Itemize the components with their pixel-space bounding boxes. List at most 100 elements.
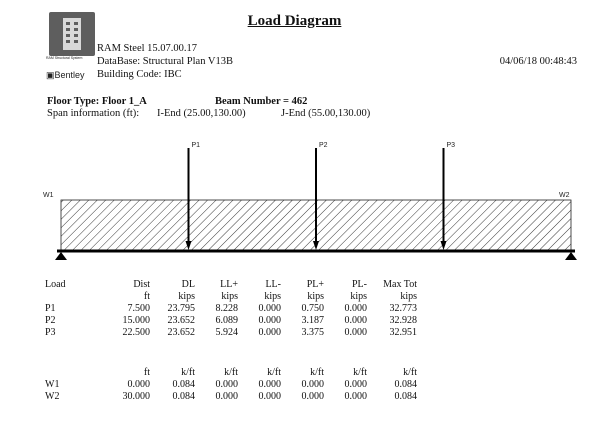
table-cell: 0.000 [344, 315, 368, 326]
table-cell: 0.000 [344, 379, 368, 390]
table-cell: 0.750 [301, 303, 325, 314]
ram-logo [49, 12, 95, 56]
table-cell: PL- [352, 279, 367, 290]
table-units-row: ft kips kips kips kips kips kips [45, 291, 417, 303]
table-cell: Dist [133, 279, 150, 290]
table-cell: 32.951 [389, 327, 418, 338]
span-info-label: Span information (ft): [47, 108, 140, 119]
table-cell: 23.652 [167, 315, 196, 326]
distributed-load-label: W1 [43, 192, 54, 199]
table-cell: 15.000 [122, 315, 151, 326]
i-end: I-End (25.00,130.00) [157, 108, 246, 119]
table-cell: k/ft [403, 367, 417, 378]
point-load-arrowhead-p3 [440, 241, 447, 250]
point-load-label: P2 [319, 142, 328, 149]
table-cell: P3 [45, 327, 56, 338]
table-cell: 7.500 [127, 303, 151, 314]
table-cell: 6.089 [215, 315, 239, 326]
floor-type: Floor Type: Floor 1_A [47, 96, 147, 107]
table-cell: PL+ [306, 279, 324, 290]
table-cell: 0.000 [344, 303, 368, 314]
building-code: Building Code: IBC [97, 69, 182, 80]
point-load-label: P3 [447, 142, 456, 149]
table-cell: k/ft [353, 367, 367, 378]
table-cell: 0.000 [344, 391, 368, 402]
table-cell: 0.000 [301, 379, 325, 390]
table-cell: k/ft [267, 367, 281, 378]
table-cell: LL- [265, 279, 281, 290]
table-cell: kips [264, 291, 281, 302]
table-cell: Load [45, 279, 66, 290]
table-cell: 0.000 [127, 379, 151, 390]
table-cell: Max Tot [383, 279, 417, 290]
table-cell: W1 [45, 379, 60, 390]
table-cell: 0.000 [215, 379, 239, 390]
table-cell: 3.187 [301, 315, 325, 326]
table-cell [45, 291, 103, 303]
table-cell: 0.084 [394, 379, 418, 390]
table-cell: 23.795 [167, 303, 196, 314]
table-cell: 30.000 [122, 391, 151, 402]
table-cell: ft [143, 291, 150, 302]
table-cell: 0.084 [394, 391, 418, 402]
timestamp: 04/06/18 00:48:43 [499, 56, 577, 67]
point-load-table: Load Dist DL LL+ LL- PL+ PL- Max Tot ft kips kips k… [45, 279, 417, 339]
point-load-arrowhead-p2 [313, 241, 319, 250]
table-row: P1 7.500 23.795 8.228 0.000 0.750 0.000 32.773 [45, 303, 417, 315]
table-cell: 5.924 [215, 327, 239, 338]
table-cell: kips [400, 291, 417, 302]
table-cell: 0.000 [215, 391, 239, 402]
table-cell: P2 [45, 315, 56, 326]
point-load-label: P1 [192, 142, 201, 149]
table-cell: 0.000 [258, 315, 282, 326]
page-title: Load Diagram [247, 13, 342, 29]
table-cell: 8.228 [215, 303, 239, 314]
table-cell: 0.084 [172, 379, 196, 390]
table-cell: kips [178, 291, 195, 302]
table-cell: DL [181, 279, 195, 290]
table-cell: W2 [45, 391, 60, 402]
table-units-row: ft k/ft k/ft k/ft k/ft k/ft k/ft [45, 367, 417, 379]
table-cell: k/ft [310, 367, 324, 378]
distributed-load-label: W2 [559, 192, 570, 199]
table-cell: 0.000 [258, 391, 282, 402]
table-cell: k/ft [224, 367, 238, 378]
table-row: P2 15.000 23.652 6.089 0.000 3.187 0.000 32.928 [45, 315, 417, 327]
table-cell: 3.375 [301, 327, 325, 338]
table-cell: ft [143, 367, 150, 378]
table-cell: 0.000 [258, 303, 282, 314]
table-cell: 0.000 [301, 391, 325, 402]
table-cell: kips [307, 291, 324, 302]
table-cell: 32.928 [389, 315, 418, 326]
table-cell: kips [350, 291, 367, 302]
table-cell: 0.000 [258, 379, 282, 390]
table-cell: 23.652 [167, 327, 196, 338]
table-cell: 22.500 [122, 327, 151, 338]
table-header-row: Load Dist DL LL+ LL- PL+ PL- Max Tot [45, 279, 417, 291]
logo-caption: RAM Structural System [46, 56, 83, 60]
table-cell: 0.000 [258, 327, 282, 338]
table-cell: P1 [45, 303, 56, 314]
database-name: DataBase: Structural Plan V13B [97, 56, 233, 67]
distributed-load-table: ft k/ft k/ft k/ft k/ft k/ft k/ft W1 0.000 0.084 0.… [45, 367, 417, 403]
building-icon [63, 18, 81, 50]
table-cell [45, 367, 103, 379]
support-left [55, 252, 67, 260]
bentley-icon: ▣ [46, 70, 55, 80]
table-row: W1 0.000 0.084 0.000 0.000 0.000 0.000 0.084 [45, 379, 417, 391]
table-cell: LL+ [220, 279, 238, 290]
table-row: W2 30.000 0.084 0.000 0.000 0.000 0.000 0.084 [45, 391, 417, 403]
beam-number: Beam Number = 462 [215, 96, 308, 107]
software-version: RAM Steel 15.07.00.17 [97, 43, 198, 54]
point-load-arrowhead-p1 [185, 241, 192, 250]
j-end: J-End (55.00,130.00) [281, 108, 371, 119]
table-row: P3 22.500 23.652 5.924 0.000 3.375 0.000 32.951 [45, 327, 417, 339]
table-cell: kips [221, 291, 238, 302]
table-cell: 0.000 [344, 327, 368, 338]
table-cell: 0.084 [172, 391, 196, 402]
support-right [565, 252, 577, 260]
vendor-logo: ▣Bentley [46, 70, 85, 81]
table-cell: k/ft [181, 367, 195, 378]
table-cell: 32.773 [389, 303, 418, 314]
